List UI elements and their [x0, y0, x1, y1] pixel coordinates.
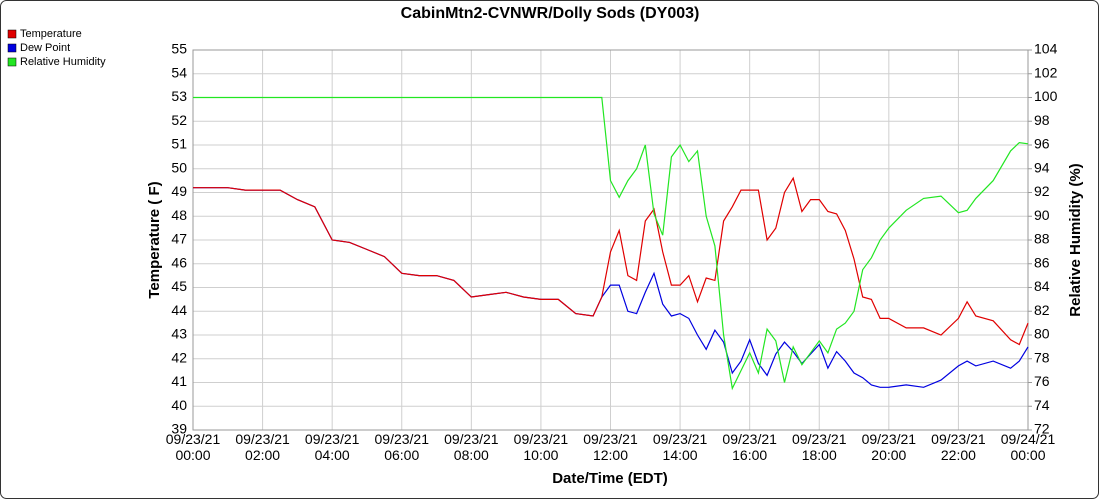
y-tick-label: 51: [171, 136, 187, 152]
legend-swatch: [7, 43, 17, 53]
y-tick-label: 53: [171, 88, 187, 104]
y-tick-label: 48: [171, 207, 187, 223]
legend-label: Relative Humidity: [20, 56, 106, 68]
y2-tick-label: 86: [1034, 254, 1050, 270]
y-tick-label: 39: [171, 421, 187, 437]
legend-label: Dew Point: [20, 42, 70, 54]
y-tick-label: 47: [171, 231, 187, 247]
legend-swatch: [7, 57, 17, 67]
x-tick-label: 09/23/21 18:00: [792, 431, 847, 463]
x-tick-label: 09/23/21 10:00: [514, 431, 569, 463]
y2-tick-label: 88: [1034, 231, 1050, 247]
y-tick-label: 44: [171, 302, 187, 318]
chart-title: CabinMtn2-CVNWR/Dolly Sods (DY003): [401, 5, 700, 22]
y-tick-label: 52: [171, 112, 187, 128]
x-tick-label: 09/23/21 00:00: [166, 431, 221, 463]
x-tick-label: 09/23/21 12:00: [583, 431, 638, 463]
x-tick-label: 09/23/21 06:00: [375, 431, 430, 463]
legend-label: Temperature: [20, 28, 82, 40]
y2-tick-label: 102: [1034, 64, 1058, 80]
x-tick-label: 09/23/21 16:00: [722, 431, 777, 463]
y2-tick-label: 74: [1034, 397, 1050, 413]
y2-tick-label: 78: [1034, 349, 1050, 365]
series-line: [193, 96, 1029, 391]
x-tick-label: 09/23/21 14:00: [653, 431, 708, 463]
x-tick-label: 09/24/21 00:00: [1001, 431, 1056, 463]
y2-tick-label: 100: [1034, 88, 1058, 104]
y-tick-label: 45: [171, 278, 187, 294]
y-tick-label: 42: [171, 349, 187, 365]
y-tick-label: 50: [171, 159, 187, 175]
y2-tick-label: 80: [1034, 326, 1050, 342]
x-tick-label: 09/23/21 04:00: [305, 431, 360, 463]
y-tick-label: 46: [171, 254, 187, 270]
y-tick-label: 54: [171, 64, 187, 80]
y2-tick-label: 104: [1034, 41, 1058, 57]
y2-tick-label: 96: [1034, 136, 1050, 152]
y-tick-label: 43: [171, 326, 187, 342]
x-tick-label: 09/23/21 22:00: [931, 431, 986, 463]
y2-tick-label: 82: [1034, 302, 1050, 318]
x-axis-title: Date/Time (EDT): [552, 470, 668, 487]
x-tick-label: 09/23/21 08:00: [444, 431, 499, 463]
y2-tick-label: 94: [1034, 159, 1050, 175]
y2-tick-label: 84: [1034, 278, 1050, 294]
y2-axis-title: Relative Humidity (%): [1067, 163, 1084, 316]
y-tick-label: 40: [171, 397, 187, 413]
y2-tick-label: 90: [1034, 207, 1050, 223]
y-tick-label: 41: [171, 373, 187, 389]
y-tick-label: 49: [171, 183, 187, 199]
y-axis-title: Temperature ( F): [146, 181, 163, 298]
y2-tick-label: 98: [1034, 112, 1050, 128]
y-tick-label: 55: [171, 41, 187, 57]
y2-tick-label: 92: [1034, 183, 1050, 199]
x-tick-label: 09/23/21 02:00: [235, 431, 290, 463]
plot-frame: [192, 49, 1029, 431]
y2-tick-label: 76: [1034, 373, 1050, 389]
y2-tick-label: 72: [1034, 421, 1050, 437]
x-tick-label: 09/23/21 20:00: [862, 431, 917, 463]
legend-swatch: [7, 29, 17, 39]
series-line: [193, 176, 1029, 346]
